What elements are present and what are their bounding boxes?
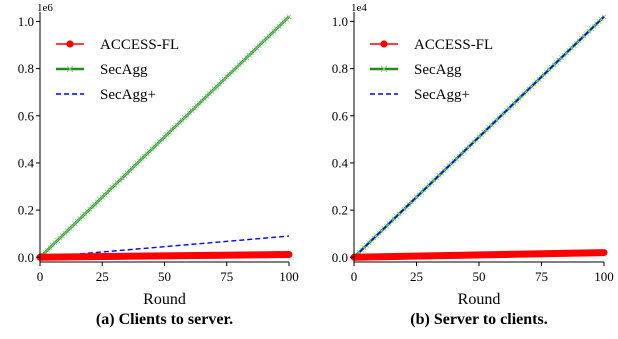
y-tick-label: 0.4 [18, 155, 35, 170]
legend-marker-circle [380, 40, 388, 48]
y-tick-label: 0.0 [18, 250, 34, 265]
legend-label: ACCESS-FL [100, 37, 179, 53]
y-multiplier: 1e4 [351, 2, 367, 14]
chart-panel-a: 0.0 0.2 0.4 0.6 0.8 1.0 0 25 50 75 100 1e6 Round (a) … [18, 2, 299, 328]
x-tick-label: 50 [473, 269, 486, 284]
legend: ACCESS-FL SecAgg SecAgg+ [56, 37, 179, 103]
y-tick-label: 0.2 [332, 203, 348, 218]
series-marker [286, 14, 292, 20]
x-tick-label: 25 [410, 269, 423, 284]
legend-marker-x [66, 65, 74, 73]
y-tick-label: 0.6 [18, 108, 35, 123]
legend-label: SecAgg [100, 62, 148, 78]
x-tick-label: 0 [37, 269, 44, 284]
y-tick-label: 1.0 [18, 14, 34, 29]
legend-marker-x [380, 65, 388, 73]
x-tick-label: 100 [594, 269, 614, 284]
y-tick-label: 1.0 [332, 14, 348, 29]
series-line [36, 250, 293, 261]
x-tick-label: 75 [535, 269, 548, 284]
y-tick-label: 0.4 [332, 155, 349, 170]
chart-panel-b: 0.0 0.2 0.4 0.6 0.8 1.0 0 25 50 75 100 1e4 Round (b) … [332, 2, 614, 328]
x-tick-label: 25 [96, 269, 109, 284]
x-tick-label: 0 [351, 269, 358, 284]
x-tick-label: 75 [220, 269, 233, 284]
x-axis-label: Round [458, 291, 501, 308]
series-access-fl [350, 249, 608, 261]
x-tick-label: 100 [279, 269, 299, 284]
legend-label: SecAgg+ [100, 87, 156, 103]
legend: ACCESS-FL SecAgg SecAgg+ [370, 37, 493, 103]
series-line [353, 16, 605, 258]
x-axis-label: Round [143, 291, 186, 308]
legend-label: SecAgg [414, 62, 462, 78]
series-secagg- [353, 16, 605, 258]
legend-item: SecAgg [370, 62, 462, 78]
legend-item: SecAgg [56, 62, 148, 78]
y-multiplier: 1e6 [37, 2, 53, 14]
figure-caption: (a) Clients to server. [96, 311, 233, 328]
y-tick-label: 0.8 [332, 61, 348, 76]
legend-label: ACCESS-FL [414, 37, 493, 53]
legend-label: SecAgg+ [414, 87, 470, 103]
legend-item: SecAgg+ [56, 87, 156, 103]
legend-item: ACCESS-FL [56, 37, 179, 53]
series-secagg [37, 14, 292, 260]
series-access-fl [36, 250, 293, 261]
legend-item: ACCESS-FL [370, 37, 493, 53]
y-tick-label: 0.0 [332, 250, 348, 265]
series-line [350, 249, 608, 261]
y-tick-label: 0.2 [18, 203, 34, 218]
x-tick-label: 50 [158, 269, 171, 284]
legend-item: SecAgg+ [370, 87, 470, 103]
y-tick-label: 0.6 [332, 108, 349, 123]
y-tick-label: 0.8 [18, 61, 34, 76]
legend-marker-circle [66, 40, 74, 48]
figure-caption: (b) Server to clients. [410, 311, 547, 328]
